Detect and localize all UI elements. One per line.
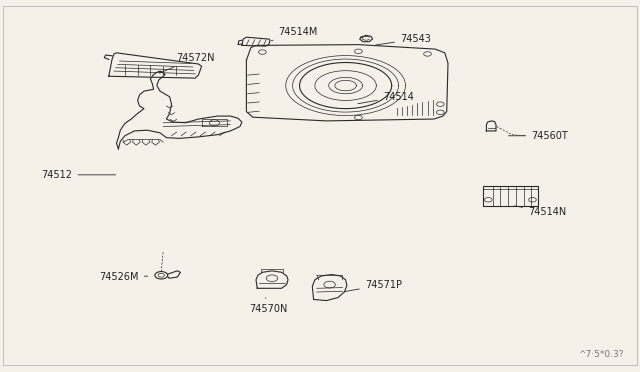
Text: 74543: 74543 (376, 34, 431, 45)
Text: 74570N: 74570N (250, 298, 288, 314)
Text: 74514: 74514 (358, 92, 413, 104)
Text: 74514N: 74514N (515, 206, 566, 217)
Bar (483, 186, 538, 206)
Text: 74526M: 74526M (99, 272, 148, 282)
Text: 74514M: 74514M (271, 27, 318, 41)
Text: 74572N: 74572N (159, 53, 214, 73)
Text: 74560T: 74560T (508, 131, 568, 141)
Text: ^7·5*0.3?: ^7·5*0.3? (579, 350, 624, 359)
Text: 74571P: 74571P (345, 280, 402, 292)
Text: 74512: 74512 (42, 170, 116, 180)
